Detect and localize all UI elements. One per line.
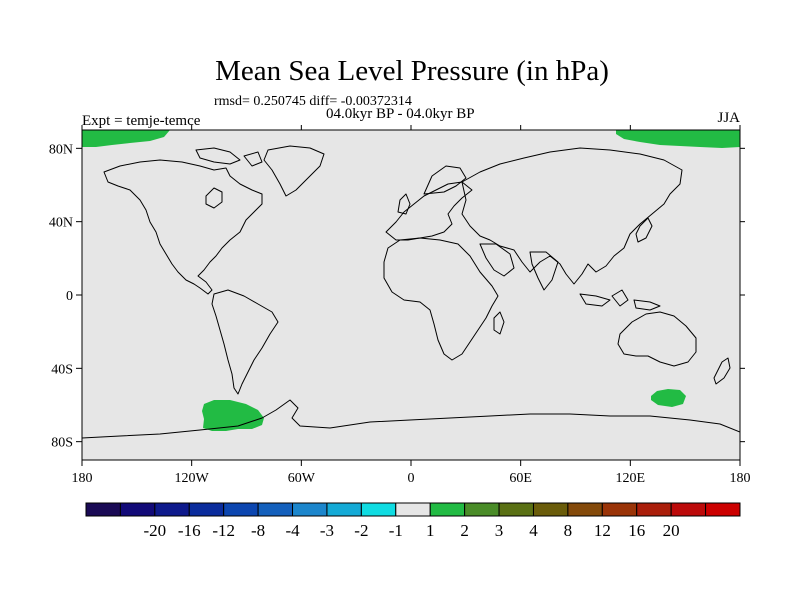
lat-tick-label: 40S — [51, 362, 73, 377]
colorbar-label: 1 — [426, 521, 435, 540]
colorbar-swatch — [85, 502, 121, 517]
colorbar-label: -1 — [389, 521, 403, 540]
lat-tick-label: 80S — [51, 436, 73, 451]
colorbar-swatch — [223, 502, 259, 517]
coastline-africa — [383, 237, 499, 361]
coastline-japan — [635, 217, 653, 243]
coastline-north-america — [103, 159, 263, 295]
coastline-asia — [461, 147, 683, 285]
colorbar-swatch — [395, 502, 431, 517]
experiment-label: Expt = temje-temce — [82, 113, 201, 129]
colorbar-swatch — [464, 502, 500, 517]
rmsd-diff-stats: rmsd= 0.250745 diff= -0.00372314 — [214, 94, 412, 109]
colorbar-label: -16 — [178, 521, 201, 540]
lon-tick-label: 0 — [408, 471, 415, 486]
colorbar-label: -3 — [320, 521, 334, 540]
colorbar-swatch — [498, 502, 534, 517]
colorbar-label: -2 — [354, 521, 368, 540]
lon-tick-label: 60E — [509, 471, 532, 486]
colorbar-label: 16 — [628, 521, 645, 540]
colorbar-label: 2 — [460, 521, 469, 540]
colorbar-label: 20 — [663, 521, 680, 540]
colorbar-swatch — [292, 502, 328, 517]
lon-tick-label: 120W — [175, 471, 210, 486]
colorbar-swatch — [532, 502, 569, 517]
lon-tick-label: 180 — [730, 471, 751, 486]
coastline-greenland — [263, 145, 325, 197]
coastline-australia — [617, 311, 697, 367]
colorbar: -20 -16 -12 -8 -4 -3 -2 -1 1 2 3 4 8 12 16 20 — [85, 502, 741, 540]
colorbar-swatch — [257, 502, 294, 517]
coastline-south-america — [211, 289, 279, 395]
lon-tick-label: 180 — [72, 471, 93, 486]
colorbar-swatch — [119, 502, 156, 517]
coastline-british-isles — [397, 193, 411, 215]
anomaly-region-arctic-east — [616, 130, 740, 148]
colorbar-swatch — [636, 502, 672, 517]
period-subtitle: 04.0kyr BP - 04.0kyr BP — [326, 106, 475, 122]
latitude-axis: 80N 40N 0 40S 80S — [49, 142, 745, 451]
coastline-arabia — [479, 243, 515, 277]
coastline-india — [529, 251, 559, 291]
chart-title: Mean Sea Level Pressure (in hPa) — [215, 55, 609, 87]
anomaly-region-arctic-west — [82, 130, 170, 147]
lon-tick-label: 120E — [616, 471, 646, 486]
colorbar-label: 8 — [564, 521, 573, 540]
coastline-hudson-bay — [205, 187, 223, 209]
colorbar-label: -20 — [144, 521, 167, 540]
colorbar-swatch — [705, 502, 741, 517]
season-label: JJA — [717, 110, 740, 126]
colorbar-swatch — [601, 502, 638, 517]
colorbar-swatch — [670, 502, 707, 517]
anomaly-region-amundsen-sea — [202, 400, 264, 431]
lat-tick-label: 0 — [66, 289, 73, 304]
coastline-scandinavia — [423, 165, 467, 195]
lat-tick-label: 40N — [49, 216, 73, 231]
anomaly-region-southern-indian-ocean — [651, 389, 686, 407]
longitude-axis: 180 120W 60W 0 60E 120E 180 — [72, 125, 751, 486]
colorbar-label: -8 — [251, 521, 265, 540]
colorbar-label: -4 — [285, 521, 300, 540]
colorbar-label: 12 — [594, 521, 611, 540]
coastlines — [82, 145, 740, 439]
colorbar-swatch — [360, 502, 397, 517]
colorbar-label: 3 — [495, 521, 504, 540]
coastline-indonesia — [579, 289, 661, 311]
lon-tick-label: 60W — [288, 471, 316, 486]
coastline-new-zealand — [713, 357, 731, 385]
coastline-madagascar — [493, 311, 505, 335]
colorbar-swatch — [567, 502, 603, 517]
map-background — [82, 130, 740, 460]
lat-tick-label: 80N — [49, 142, 73, 157]
colorbar-label: -12 — [212, 521, 235, 540]
colorbar-swatch — [429, 502, 466, 517]
colorbar-swatch — [188, 502, 225, 517]
colorbar-swatch — [326, 502, 362, 517]
colorbar-label: 4 — [529, 521, 538, 540]
coastline-arctic-islands — [195, 147, 263, 167]
coastline-antarctica — [82, 399, 740, 439]
colorbar-swatch — [154, 502, 190, 517]
